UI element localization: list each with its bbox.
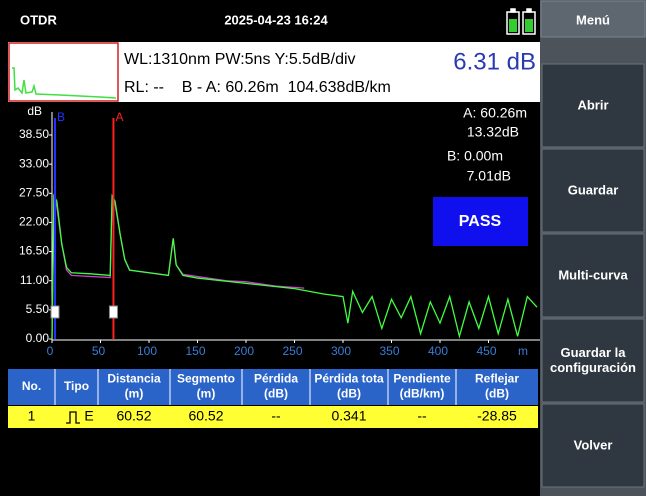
pass-box xyxy=(433,197,528,246)
y-tick-label: 16.50 xyxy=(19,244,49,258)
cursor-handle xyxy=(50,305,60,319)
menu-button-label: Abrir xyxy=(577,97,608,112)
y-tick-label: 22.00 xyxy=(19,215,49,229)
x-tick-label: 150 xyxy=(185,344,205,358)
app-name: OTDR xyxy=(20,12,57,27)
column-header: Reflejar xyxy=(475,372,519,386)
y-tick-label: 0.00 xyxy=(26,331,50,345)
battery-icons xyxy=(506,8,536,35)
trace-chart: dB m 0.00 5.50 11.00 16.50 22.00 27.50 33.00 38.5… xyxy=(19,104,540,358)
column-header: Tipo xyxy=(64,379,89,393)
column-header: Distancia xyxy=(107,372,161,386)
y-tick-label: 5.50 xyxy=(26,302,50,316)
column-header: (dB/km) xyxy=(400,387,445,401)
x-tick-label: 50 xyxy=(92,344,106,358)
x-tick-label: 250 xyxy=(282,344,302,358)
x-tick-label: 200 xyxy=(234,344,254,358)
menu-button[interactable] xyxy=(541,318,645,403)
menu-title: Menú xyxy=(576,12,610,27)
x-tick-label: 0 xyxy=(47,344,54,358)
datetime: 2025-04-23 16:24 xyxy=(224,12,328,27)
cursor-label: A xyxy=(115,110,123,124)
menu-button[interactable] xyxy=(541,403,645,488)
marker-b-level: 7.01dB xyxy=(467,168,511,184)
table-cell: -- xyxy=(271,408,281,424)
thumbnail xyxy=(8,42,119,102)
y-tick-label: 38.50 xyxy=(19,127,49,141)
menu-button[interactable] xyxy=(541,148,645,233)
cursor-label: B xyxy=(57,110,65,124)
column-header: Segmento xyxy=(177,372,235,386)
menu-button[interactable] xyxy=(541,233,645,318)
table-cell: -- xyxy=(417,408,427,424)
marker-a-level: 13.32dB xyxy=(467,124,519,140)
cursor-handle xyxy=(108,305,118,319)
table-cell: 60.52 xyxy=(116,408,151,424)
y-axis-label: dB xyxy=(27,104,42,118)
trace xyxy=(51,193,538,340)
info-line-2: RL: -- B - A: 60.26m 104.638dB/km xyxy=(124,79,391,96)
column-header: (m) xyxy=(125,387,144,401)
menu-button[interactable] xyxy=(541,63,645,148)
x-tick-label: 100 xyxy=(137,344,157,358)
event-type-icon xyxy=(66,411,80,424)
column-header: Pendiente xyxy=(393,372,451,386)
column-header: (m) xyxy=(197,387,216,401)
thumbnail-trace xyxy=(12,67,117,99)
x-tick-label: 300 xyxy=(331,344,351,358)
column-header: (dB) xyxy=(337,387,361,401)
column-header: (dB) xyxy=(264,387,288,401)
total-loss: 6.31 dB xyxy=(453,48,536,75)
column-header: Pérdida tota xyxy=(314,372,384,386)
y-tick-label: 33.00 xyxy=(19,156,49,170)
menu-button-label: Guardar la xyxy=(560,345,626,360)
menu-button-label: Guardar xyxy=(568,182,619,197)
menu-buttons: Abrir Guardar Multi-curva Guardar laconfigu… xyxy=(541,63,645,488)
y-tick-label: 27.50 xyxy=(19,185,49,199)
column-header: (dB) xyxy=(485,387,509,401)
table-cell: 60.52 xyxy=(188,408,223,424)
x-tick-label: 350 xyxy=(379,344,399,358)
table-cell: -28.85 xyxy=(477,408,517,424)
menu-button-label: Volver xyxy=(574,437,613,452)
table-header-bg xyxy=(8,369,538,405)
info-line-1: WL:1310nm PW:5ns Y:5.5dB/div xyxy=(124,51,356,68)
x-tick-label: 450 xyxy=(476,344,496,358)
marker-b-position: B: 0.00m xyxy=(447,148,503,164)
events-table: No. TipoDistancia(m)Segmento(m)Pérdida(dB… xyxy=(8,369,538,428)
table-row-bg xyxy=(8,406,538,428)
y-tick-label: 11.00 xyxy=(20,273,49,287)
menu-button-label: Multi-curva xyxy=(558,267,628,282)
table-cell: 1 xyxy=(28,408,36,424)
menu-header xyxy=(540,0,646,38)
marker-a-position: A: 60.26m xyxy=(463,105,527,121)
column-header: Pérdida xyxy=(254,372,298,386)
menu-button-label: configuración xyxy=(550,360,636,375)
x-tick-label: 400 xyxy=(428,344,448,358)
table-cell: 0.341 xyxy=(331,408,366,424)
verdict: PASS xyxy=(459,213,502,230)
table-cell: E xyxy=(84,408,93,424)
column-header: No. xyxy=(22,379,41,393)
x-axis-label: m xyxy=(518,344,528,358)
